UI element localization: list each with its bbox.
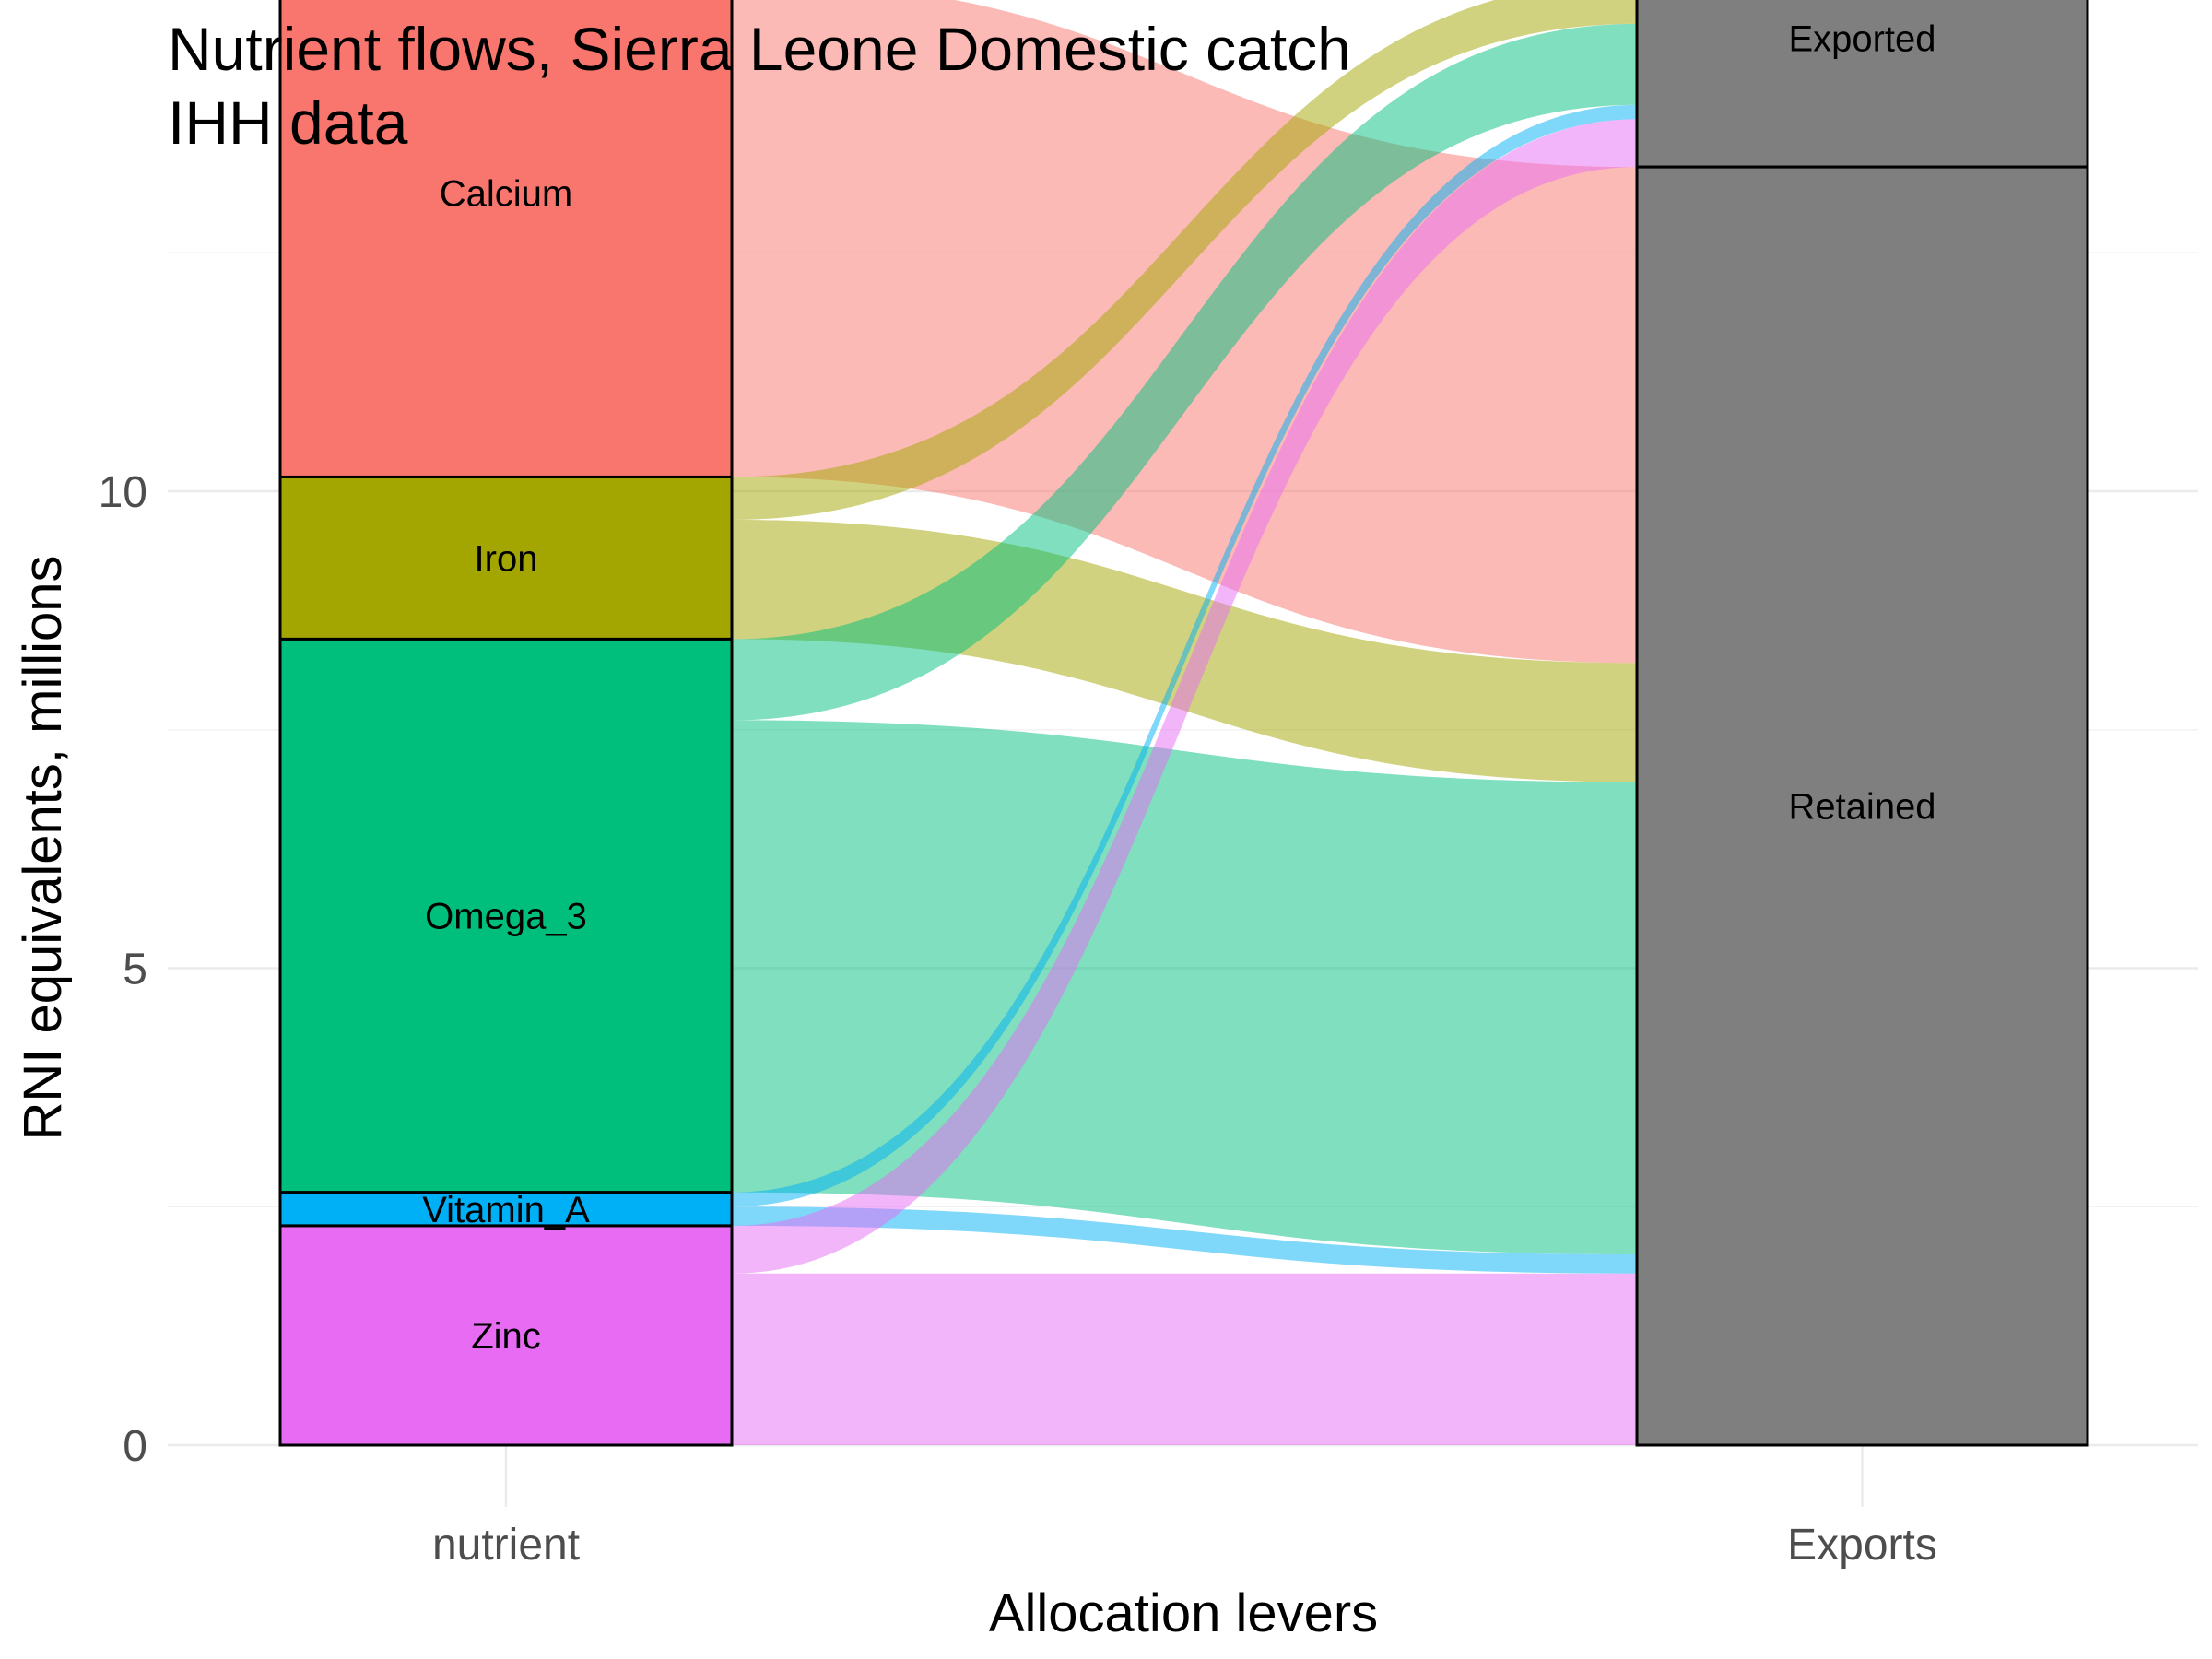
flow-iron-exported — [732, 0, 1637, 521]
y-tick-label: 10 — [99, 468, 147, 517]
stratum-zinc — [278, 1224, 734, 1447]
stratum-label-vitamin-a: Vitamin_A — [422, 1190, 590, 1230]
y-axis-title: RNI equivalents, millions — [13, 555, 73, 1140]
y-tick-label: 5 — [123, 946, 147, 994]
stratum-label-zinc: Zinc — [471, 1316, 541, 1357]
flow-omega-3-retained — [732, 720, 1637, 1254]
stratum-calcium — [278, 0, 734, 478]
y-tick-label: 0 — [123, 1422, 147, 1471]
stratum-label-retained: Retained — [1788, 787, 1936, 828]
strata — [278, 0, 2089, 1447]
x-tick-label: nutrient — [432, 1521, 580, 1570]
chart-title: Nutrient flows, Sierra Leone Domestic ca… — [168, 15, 1351, 83]
flow-zinc-retained — [732, 1273, 1637, 1445]
stratum-label-exported: Exported — [1788, 18, 1936, 59]
stratum-retained — [1635, 165, 2089, 1447]
stratum-labels: Calcium Iron Omega_3 Vitamin_A Zinc Exported R… — [422, 18, 1936, 1357]
stratum-iron — [278, 475, 734, 641]
flows — [732, 0, 1637, 1445]
flow-zinc-exported — [732, 119, 1637, 1274]
chart-subtitle: IHH data — [168, 88, 408, 157]
stratum-label-omega-3: Omega_3 — [425, 897, 587, 937]
stratum-label-iron: Iron — [475, 538, 538, 579]
stratum-label-calcium: Calcium — [440, 174, 572, 215]
flow-vitamin-a-exported — [732, 104, 1637, 1207]
stratum-omega-3 — [278, 637, 734, 1194]
x-axis-title: Allocation levers — [989, 1583, 1378, 1643]
x-tick-label: Exports — [1787, 1521, 1937, 1570]
flow-vitamin-a-retained — [732, 1206, 1637, 1274]
flow-omega-3-exported — [732, 23, 1637, 721]
ticks: 0 5 10 nutrient Exports — [99, 468, 1937, 1570]
